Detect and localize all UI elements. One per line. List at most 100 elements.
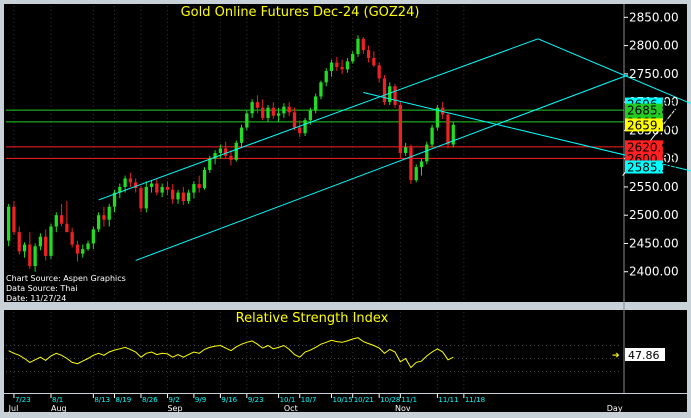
price-axis-tick-label: 2750.00 [629, 67, 679, 81]
x-axis-month-label: Oct [284, 404, 298, 413]
candle-body [22, 244, 27, 252]
candle-body [276, 113, 281, 116]
candle-body [255, 102, 260, 108]
x-axis-date-label: 8/19 [116, 396, 132, 404]
candle-body [329, 62, 334, 72]
candle-body [303, 120, 307, 134]
candle-body [54, 215, 58, 227]
candle-body [17, 232, 21, 252]
candle-body [234, 142, 238, 160]
price-level-label: 2659.70 [627, 118, 677, 132]
candle-body [7, 206, 11, 241]
candle-body [308, 110, 312, 121]
candle-body [218, 148, 223, 153]
candle-body [181, 192, 185, 202]
candle-body [351, 54, 355, 62]
candle-body [70, 232, 74, 245]
candle-body [33, 246, 37, 267]
candle-body [298, 127, 302, 134]
x-axis-date-label: 8/26 [142, 396, 158, 404]
candle-body [451, 124, 455, 145]
candle-body [75, 244, 80, 254]
candle-body [91, 229, 95, 244]
candle-body [44, 236, 48, 256]
x-axis-date-label: 8/13 [94, 396, 110, 404]
candle-body [382, 78, 387, 103]
candle-body [435, 107, 440, 128]
candle-body [356, 38, 360, 55]
candle-body [271, 107, 275, 116]
candle-body [282, 106, 286, 114]
x-axis-date-label: 7/23 [15, 396, 31, 404]
candle-body [139, 188, 143, 209]
price-axis-tick-label: 2500.00 [629, 208, 679, 222]
trendline [537, 38, 691, 105]
trendline [135, 74, 629, 261]
price-axis-tick-label: 2850.00 [629, 10, 679, 24]
price-level-label: 2620.92 [627, 140, 677, 154]
candle-body [409, 147, 413, 181]
candle-body [202, 169, 207, 189]
candle-body [49, 226, 53, 256]
candle-body [446, 114, 450, 145]
candle-body [324, 71, 328, 83]
candle-body [128, 178, 133, 183]
candle-body [59, 215, 64, 224]
candle-body [102, 215, 106, 220]
candle-body [12, 206, 16, 233]
price-level-box [625, 140, 663, 154]
source-line-date: Date: 11/27/24 [6, 294, 66, 303]
candle-body [144, 186, 148, 209]
candle-body [250, 102, 254, 114]
candle-body [292, 112, 297, 128]
x-axis-month-label: Jul [8, 404, 19, 413]
rsi-series-line [8, 337, 454, 369]
x-axis-month-label: Nov [395, 404, 411, 413]
price-level-label: 2685.83 [627, 104, 677, 118]
x-axis-date-label: 11/11 [438, 396, 458, 404]
candle-body [107, 206, 111, 220]
candle-body [118, 186, 122, 193]
price-level-box [625, 160, 663, 174]
candle-body [81, 249, 85, 254]
price-level-box [625, 103, 663, 117]
candle-body [393, 86, 397, 105]
candle-body [388, 86, 392, 103]
candle-body [366, 50, 371, 59]
x-axis-date-label: 8/1 [52, 396, 63, 404]
candle-body [155, 183, 159, 193]
candle-body [287, 106, 291, 113]
x-axis-date-label: 9/23 [248, 396, 264, 404]
price-axis-tick-label: 2450.00 [629, 236, 679, 250]
price-panel-background [4, 4, 624, 302]
price-axis-tick-label: 2800.00 [629, 39, 679, 53]
candle-body [266, 107, 270, 118]
candle-body [430, 127, 434, 145]
rsi-value-label: 47.86 [628, 349, 660, 362]
candle-body [403, 147, 408, 153]
x-axis-strip [4, 394, 624, 412]
source-line-chart: Chart Source: Aspen Graphics [6, 274, 126, 283]
x-axis-date-label: 10/21 [354, 396, 374, 404]
candle-body [208, 158, 212, 170]
candle-body [345, 61, 350, 70]
candle-body [335, 62, 339, 68]
candle-body [96, 215, 101, 230]
x-axis-date-label: 9/16 [221, 396, 237, 404]
candle-body [377, 65, 381, 79]
candle-body [197, 184, 201, 189]
candle-body [224, 148, 228, 156]
candle-body [65, 223, 69, 233]
candle-body [229, 155, 233, 160]
x-axis-month-label: Aug [51, 404, 67, 413]
candle-body [340, 67, 344, 70]
candle-body [414, 167, 418, 181]
rsi-value-arrow: ➔ [612, 351, 620, 361]
x-axis-date-label: 10/28 [380, 396, 400, 404]
rsi-value-box [625, 348, 665, 361]
price-chart-title: Gold Online Futures Dec-24 (GOZ24) [181, 5, 420, 20]
candle-body [123, 178, 127, 187]
candle-body [398, 104, 402, 153]
x-axis-date-label: 10/15 [333, 396, 353, 404]
